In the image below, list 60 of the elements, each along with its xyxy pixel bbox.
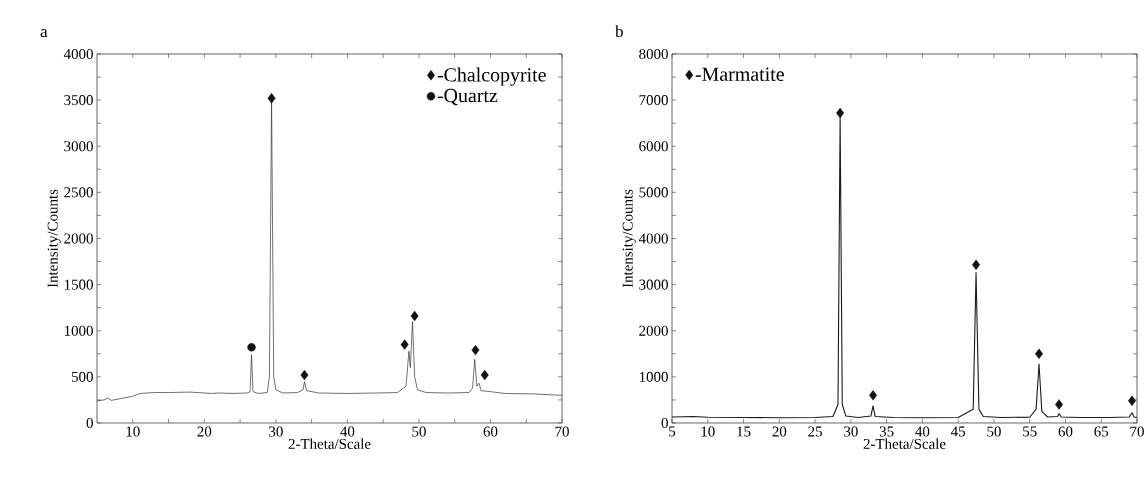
y-tick-label: 1000 bbox=[639, 371, 668, 382]
legend-label: -Quartz bbox=[437, 88, 498, 106]
x-tick-label: 40 bbox=[340, 426, 355, 437]
y-tick-label: 3500 bbox=[64, 95, 93, 106]
y-tick-label: 4000 bbox=[63, 48, 93, 60]
point bbox=[267, 93, 276, 104]
x-tick-label: 70 bbox=[555, 426, 569, 437]
y-tick-label: 3000 bbox=[64, 141, 93, 152]
x-tick-label: 60 bbox=[1058, 426, 1073, 437]
point bbox=[1055, 399, 1063, 410]
point bbox=[247, 343, 256, 352]
point bbox=[480, 369, 489, 381]
point bbox=[300, 369, 309, 381]
y-tick-label: 500 bbox=[71, 371, 93, 382]
point bbox=[869, 390, 877, 401]
point bbox=[471, 344, 480, 356]
y-axis-title: Intensity/Counts bbox=[622, 189, 636, 288]
point bbox=[836, 107, 845, 119]
chart-title: a bbox=[40, 28, 48, 38]
x-tick-label: 10 bbox=[701, 426, 715, 437]
x-tick-label: 15 bbox=[737, 426, 751, 437]
chart-title: b bbox=[615, 25, 623, 38]
x-tick-label: 30 bbox=[844, 426, 858, 437]
x-tick-label: 60 bbox=[483, 426, 498, 437]
y-tick-label: 8000 bbox=[639, 48, 668, 60]
point bbox=[972, 259, 980, 270]
x-tick-label: 45 bbox=[950, 426, 966, 437]
legend-label: -Marmatite bbox=[695, 67, 784, 81]
x-tick-label: 20 bbox=[772, 426, 787, 437]
x-tick-label: 20 bbox=[197, 426, 212, 437]
x-tick-label: 65 bbox=[1094, 426, 1109, 437]
y-tick-label: 3000 bbox=[639, 279, 668, 290]
x-tick-label: 40 bbox=[915, 426, 930, 437]
x-tick-label: 35 bbox=[879, 426, 894, 437]
y-tick-label: 2000 bbox=[639, 325, 668, 336]
x-tick-label: 10 bbox=[126, 426, 140, 437]
x-tick-label: 55 bbox=[1023, 426, 1037, 437]
y-tick-label: 4000 bbox=[638, 233, 668, 244]
x-tick-label: 70 bbox=[1130, 426, 1144, 437]
x-tick-label: 50 bbox=[987, 426, 1001, 437]
x-tick-label: 30 bbox=[269, 426, 283, 437]
x-tick-label: 50 bbox=[412, 426, 426, 437]
y-axis-title: Intensity/Counts bbox=[47, 189, 61, 288]
point bbox=[400, 339, 409, 350]
y-tick-label: 1000 bbox=[64, 325, 93, 336]
x-tick-label: 25 bbox=[808, 426, 822, 437]
y-tick-label: 5000 bbox=[639, 187, 668, 198]
y-tick-label: 7000 bbox=[639, 95, 668, 106]
legend-label: -Chalcopyrite bbox=[437, 67, 546, 86]
y-tick-label: 1500 bbox=[64, 279, 93, 290]
y-tick-label: 0 bbox=[86, 417, 93, 429]
x-axis-title: 2-Theta/Scale bbox=[288, 438, 371, 449]
x-tick-label: 5 bbox=[669, 426, 676, 437]
y-tick-label: 2000 bbox=[64, 233, 93, 244]
y-tick-label: 6000 bbox=[639, 141, 668, 152]
y-tick-label: 0 bbox=[661, 417, 668, 429]
y-tick-label: 2500 bbox=[64, 187, 93, 198]
point bbox=[1035, 348, 1043, 359]
x-axis-title: 2-Theta/Scale bbox=[863, 438, 946, 449]
point bbox=[410, 310, 419, 322]
